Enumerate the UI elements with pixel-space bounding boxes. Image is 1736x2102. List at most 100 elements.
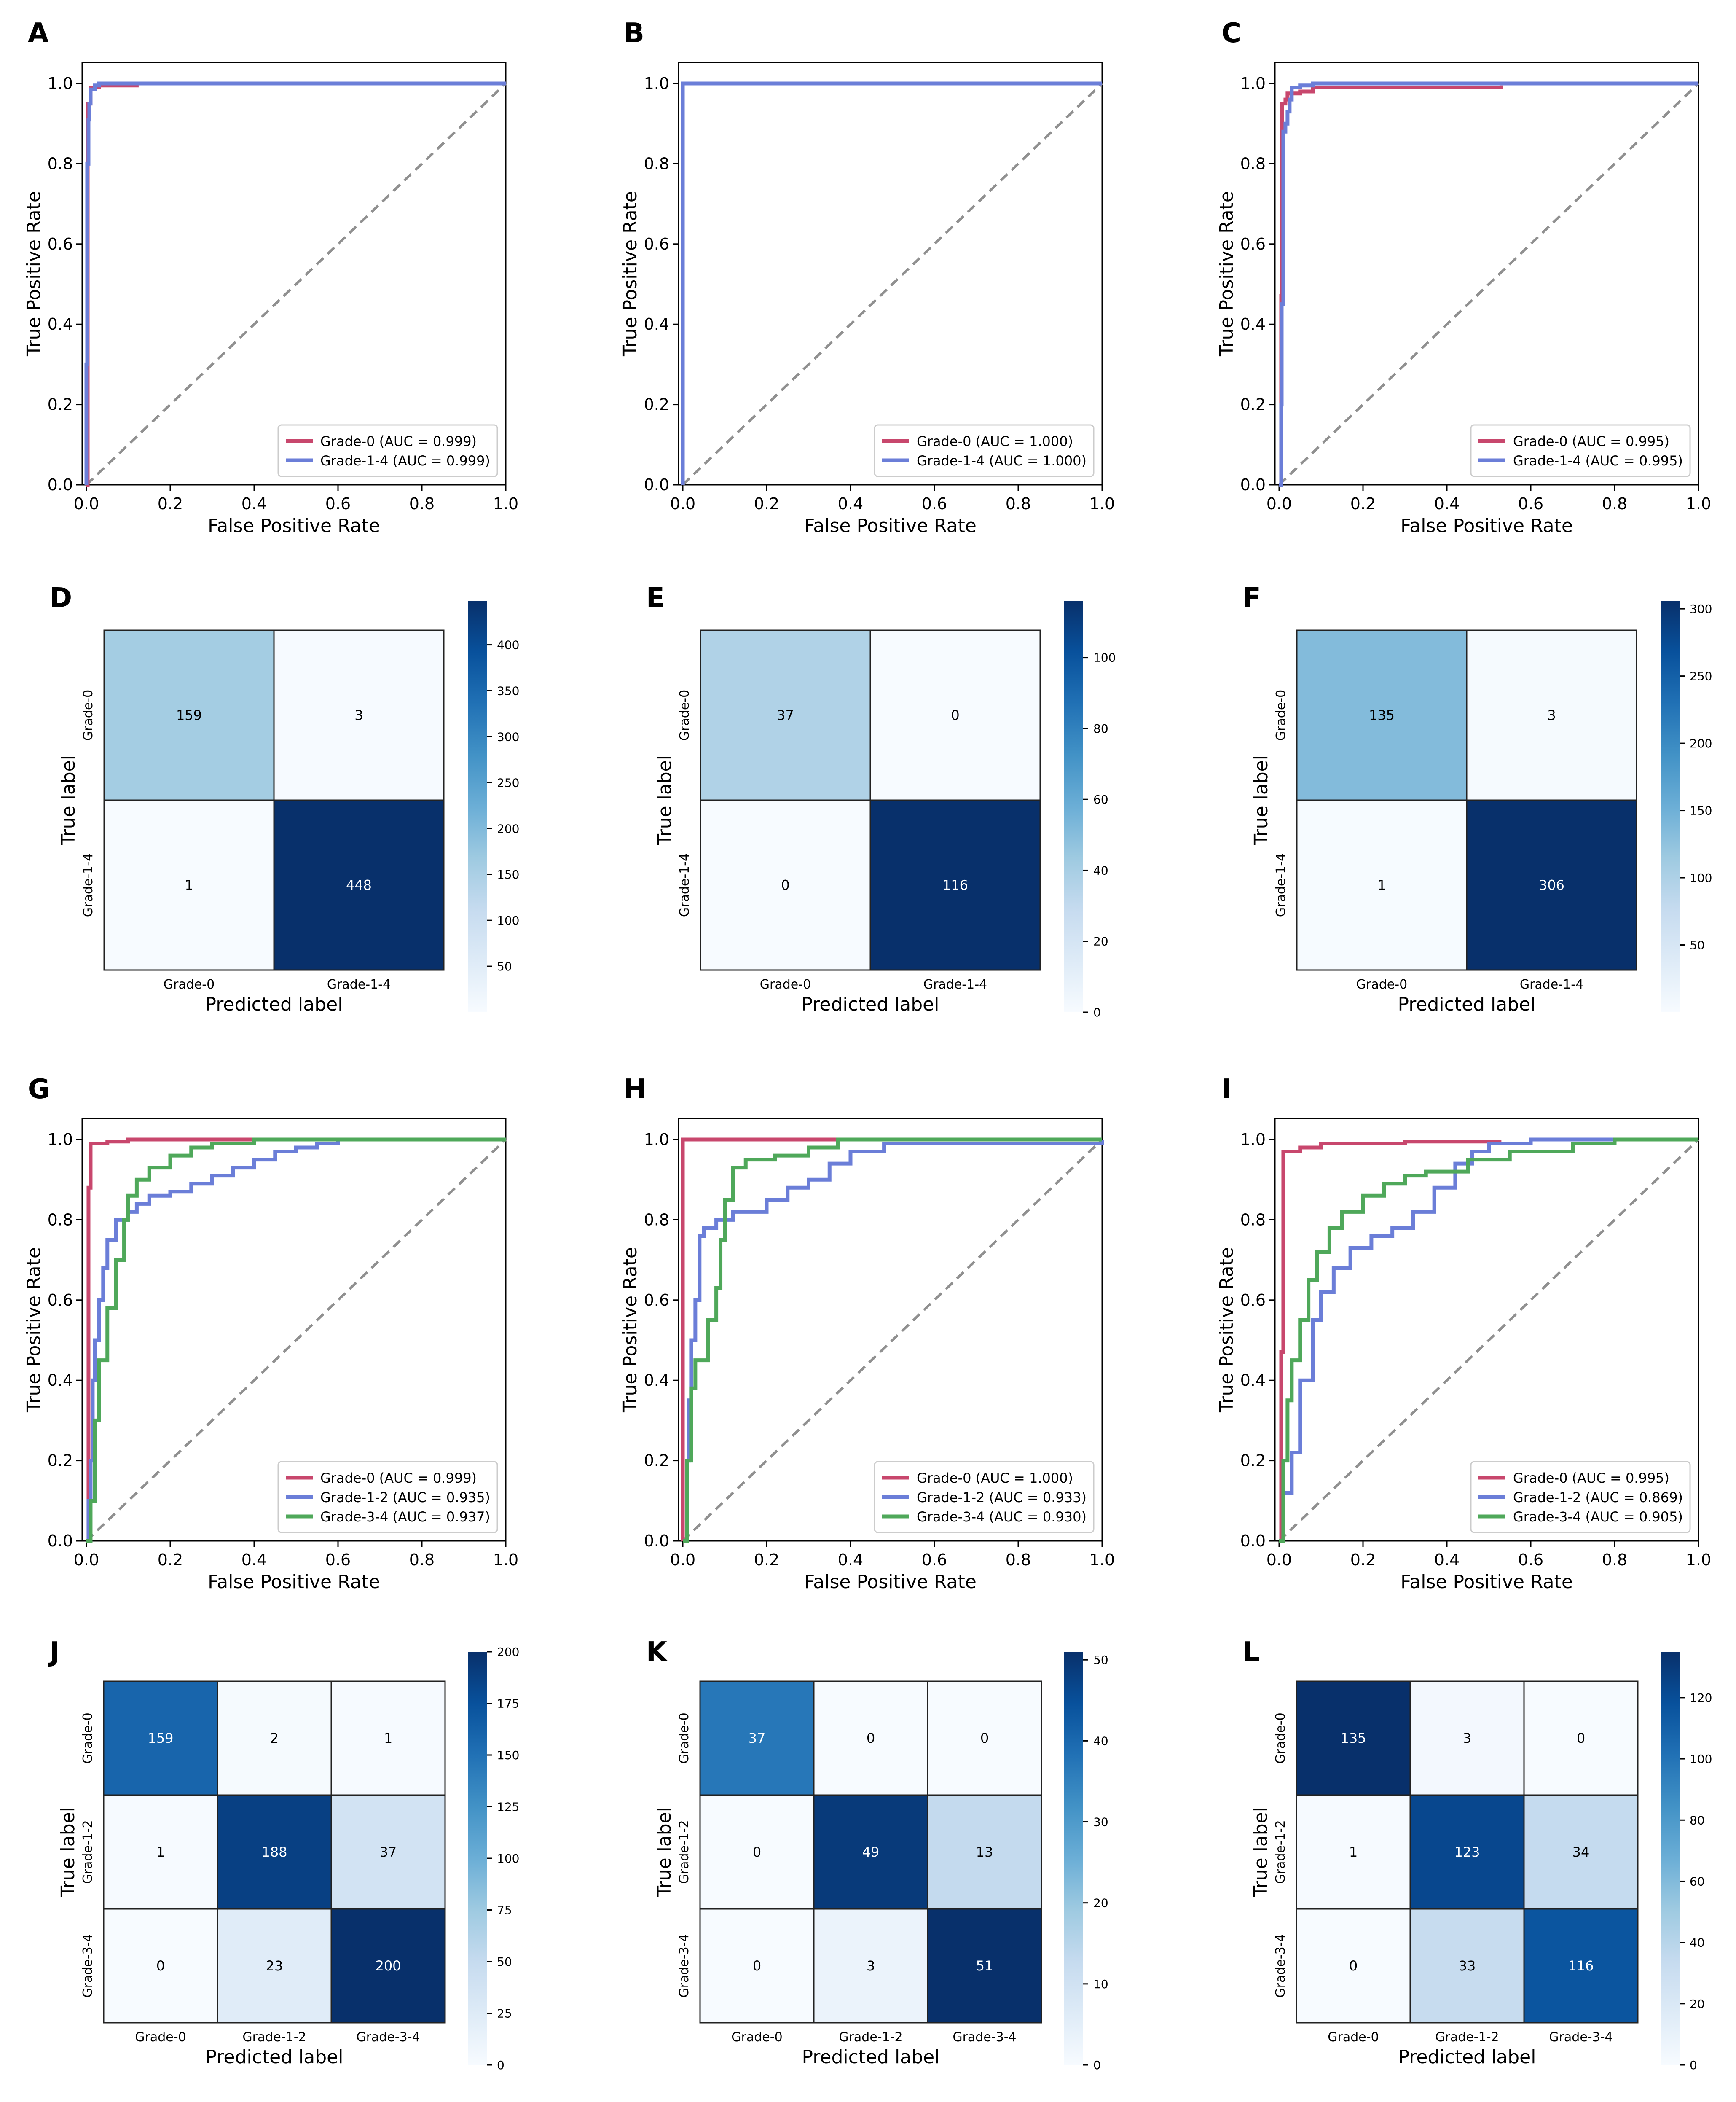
x-axis-label: Predicted label [802, 2046, 940, 2068]
roc-curve-grade-1-4 [1279, 81, 1698, 487]
x-class-label: Grade-0 [760, 977, 811, 992]
colorbar-tick-label: 20 [1093, 935, 1108, 949]
y-tick-label: 1.0 [644, 1130, 669, 1149]
cell-value: 0 [156, 1958, 165, 1974]
chance-diagonal [1278, 82, 1700, 486]
legend-box [1470, 424, 1691, 477]
cell-value: 2 [270, 1730, 279, 1746]
y-tick-label: 1.0 [644, 74, 669, 93]
roc-curve-grade-3-4 [86, 1137, 506, 1543]
colorbar-tick-label: 50 [497, 1955, 512, 1969]
cell-value: 49 [862, 1844, 880, 1860]
x-tick-label: 0.0 [670, 1551, 695, 1569]
cell-value: 306 [1539, 877, 1564, 893]
y-tick-label: 0.2 [1240, 1452, 1266, 1470]
y-class-label: Grade-0 [1273, 1712, 1288, 1763]
x-tick-label: 0.8 [409, 495, 435, 513]
colorbar-tick-label: 200 [1690, 737, 1712, 750]
colorbar-tick-label: 60 [1093, 793, 1108, 806]
cell-value: 23 [266, 1958, 283, 1974]
cell-value: 188 [261, 1844, 287, 1860]
y-tick-label: 0.8 [644, 1210, 669, 1229]
legend-box [277, 1461, 498, 1533]
y-class-label: Grade-0 [677, 1712, 692, 1763]
y-tick-label: 1.0 [48, 1130, 73, 1149]
roc-panel-c: C 0.0 0.2 0.4 0.6 0.8 1.0 0.0 0.2 0.4 0.6 0.8 1.0 Fal… [1216, 18, 1711, 537]
x-class-label: Grade-3-4 [953, 2030, 1016, 2045]
roc-curve-grade-1-4 [84, 81, 506, 485]
x-tick-label: 0.4 [1434, 495, 1460, 513]
confusion-panel-e: E 37 0 0 116 Grade-0 Grade-0 Grade-1-4 Grade-1-4… [646, 583, 1116, 1019]
matrix-cell [1466, 799, 1637, 971]
y-tick-label: 1.0 [1240, 74, 1266, 93]
y-tick-label: 0.0 [1240, 1532, 1266, 1550]
colorbar-tick-label: 150 [1690, 804, 1712, 818]
y-class-label: Grade-3-4 [1273, 1934, 1288, 1997]
colorbar-tick-label: 50 [497, 960, 512, 973]
cell-value: 37 [380, 1844, 397, 1860]
matrix-cell [869, 799, 1041, 971]
x-tick-label: 1.0 [493, 1551, 518, 1569]
panel-letter: D [50, 583, 72, 614]
y-axis-label: True Positive Rate [1216, 191, 1237, 357]
y-tick-label: 0.6 [48, 235, 73, 253]
x-class-label: Grade-1-4 [923, 977, 987, 992]
colorbar-tick-label: 100 [1690, 1752, 1712, 1766]
cell-value: 3 [1463, 1730, 1471, 1746]
cell-value: 1 [1349, 1844, 1358, 1860]
colorbar-tick-label: 250 [497, 776, 519, 790]
x-tick-label: 0.6 [922, 495, 947, 513]
chance-diagonal [682, 82, 1103, 486]
y-tick-label: 0.6 [644, 1291, 669, 1309]
y-tick-label: 0.4 [1240, 315, 1266, 333]
y-class-label: Grade-1-2 [1273, 1820, 1288, 1884]
colorbar-tick-label: 0 [1093, 1005, 1101, 1019]
cell-value: 1 [384, 1730, 392, 1746]
x-axis-label: Predicted label [1398, 994, 1536, 1015]
cell-value: 1 [185, 877, 193, 893]
roc-panel-g: G 0.0 0.2 0.4 0.6 0.8 1.0 0.0 0.2 0.4 0.6 0.8 1.0 Fal… [23, 1074, 518, 1593]
panel-letter: B [624, 18, 644, 49]
y-tick-label: 0.8 [1240, 154, 1266, 173]
chance-diagonal [85, 82, 507, 486]
confusion-panel-d: D 159 3 1 448 Grade-0 Grade-0 Grade-1-4 Grade-1-… [50, 583, 519, 1015]
y-tick-label: 0.4 [48, 1371, 73, 1390]
cell-value: 159 [148, 1730, 173, 1746]
y-axis-label: True label [1250, 755, 1272, 846]
x-class-label: Grade-1-2 [242, 2030, 306, 2045]
x-tick-label: 0.8 [1006, 1551, 1031, 1569]
y-class-label: Grade-1-2 [80, 1820, 95, 1884]
roc-panel-b: B 0.0 0.2 0.4 0.6 0.8 1.0 0.0 0.2 0.4 0.6 0.8 1.0 Fal… [620, 18, 1115, 537]
panel-letter: F [1242, 583, 1261, 614]
cell-value: 13 [976, 1844, 993, 1860]
roc-curve-grade-3-4 [683, 1137, 1102, 1543]
matrix-cell [1296, 629, 1468, 801]
x-tick-label: 0.6 [1518, 495, 1543, 513]
colorbar-tick-label: 175 [497, 1697, 519, 1711]
y-class-label: Grade-0 [1274, 690, 1288, 741]
legend-label: Grade-0 (AUC = 0.995) [1513, 1470, 1669, 1486]
matrix-cell [927, 1794, 1042, 1910]
matrix-cell [1296, 1794, 1411, 1910]
colorbar [1661, 601, 1680, 1012]
colorbar-tick-label: 40 [1690, 1936, 1705, 1950]
plot-frame [678, 62, 1103, 486]
x-tick-label: 0.0 [74, 1551, 99, 1569]
colorbar-tick-label: 20 [1093, 1896, 1108, 1910]
y-tick-label: 0.4 [1240, 1371, 1266, 1390]
colorbar-tick-label: 60 [1690, 1874, 1705, 1888]
colorbar [1064, 1652, 1083, 2065]
x-class-label: Grade-0 [135, 2030, 186, 2045]
x-class-label: Grade-1-2 [1435, 2030, 1499, 2045]
y-axis-label: True label [654, 1807, 675, 1898]
x-class-label: Grade-0 [1328, 2030, 1379, 2045]
x-class-label: Grade-1-4 [1520, 977, 1583, 992]
x-tick-label: 0.6 [325, 1551, 351, 1569]
colorbar-tick-label: 350 [497, 684, 519, 698]
colorbar-tick-label: 150 [497, 1748, 519, 1762]
y-tick-label: 0.4 [644, 1371, 669, 1390]
cell-value: 3 [354, 707, 363, 723]
y-axis-label: True Positive Rate [23, 191, 45, 357]
y-tick-label: 0.4 [644, 315, 669, 333]
cell-value: 135 [1340, 1730, 1366, 1746]
